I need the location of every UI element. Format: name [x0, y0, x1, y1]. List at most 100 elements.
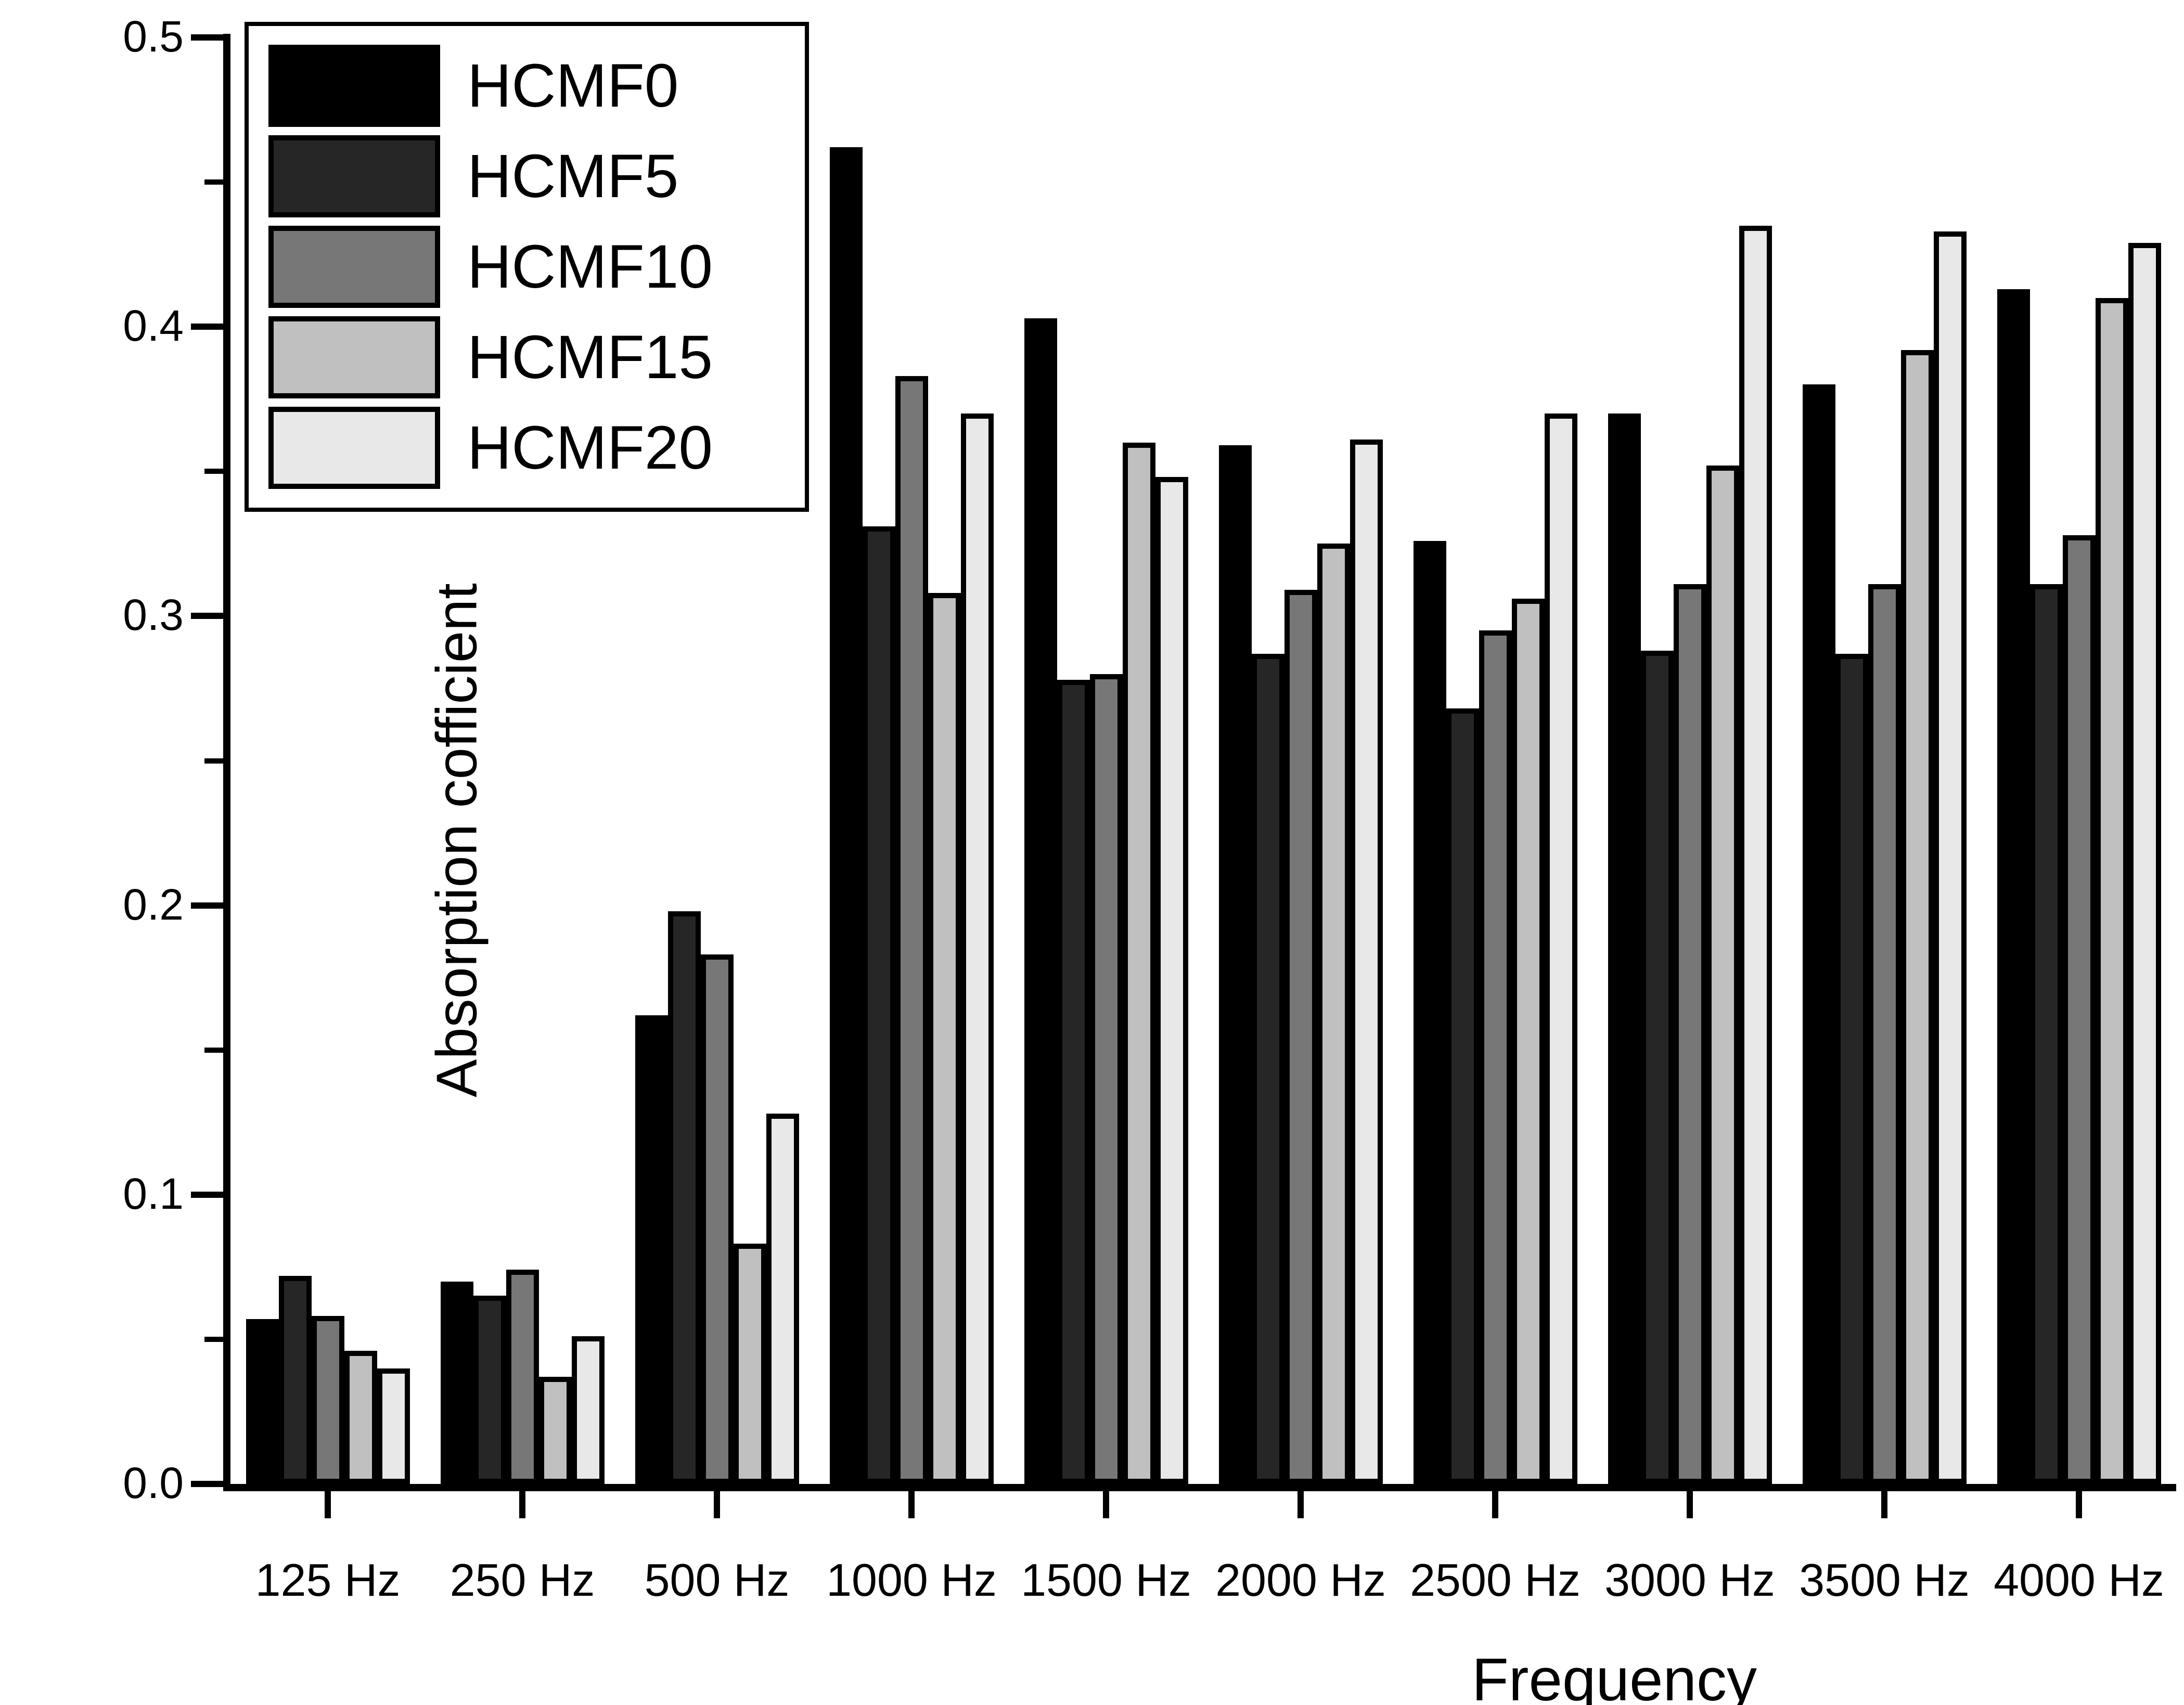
bar-HCMF0-1500Hz: [1024, 318, 1057, 1484]
bar-HCMF5-500Hz: [667, 911, 701, 1484]
bar-HCMF10-2500Hz: [1479, 630, 1512, 1484]
legend-row: HCMF0: [268, 41, 805, 131]
bar-HCMF20-500Hz: [766, 1114, 799, 1484]
y-major-tick: [191, 902, 223, 909]
legend-row: HCMF15: [268, 312, 805, 403]
legend-label-HCMF5: HCMF5: [467, 142, 679, 211]
bar-HCMF15-1000Hz: [928, 592, 961, 1484]
y-tick-label: 0.0: [123, 1458, 184, 1507]
x-axis-title: Frequency: [1471, 1646, 1757, 1705]
y-major-tick: [191, 613, 223, 619]
x-tick: [1881, 1491, 1887, 1518]
bar-HCMF5-2500Hz: [1446, 708, 1479, 1484]
legend-label-HCMF20: HCMF20: [467, 414, 713, 482]
x-tick-label: 4000 Hz: [1994, 1554, 2164, 1606]
bar-HCMF15-2000Hz: [1317, 544, 1350, 1484]
bar-HCMF10-125Hz: [311, 1316, 344, 1484]
bar-HCMF15-250Hz: [538, 1377, 572, 1484]
bar-HCMF20-3000Hz: [1739, 225, 1772, 1484]
bar-HCMF0-2000Hz: [1218, 445, 1252, 1484]
y-minor-tick: [204, 1336, 223, 1342]
x-tick: [714, 1491, 720, 1518]
x-tick-label: 3500 Hz: [1799, 1554, 1970, 1606]
bar-HCMF15-500Hz: [733, 1244, 766, 1484]
x-tick: [519, 1491, 525, 1518]
x-tick-label: 125 Hz: [255, 1554, 401, 1606]
bar-HCMF10-3500Hz: [1868, 584, 1901, 1484]
bar-HCMF20-1000Hz: [960, 414, 994, 1484]
bar-HCMF5-1000Hz: [862, 526, 895, 1484]
bar-HCMF5-2000Hz: [1251, 653, 1284, 1484]
y-tick-label: 0.5: [123, 12, 184, 61]
legend-swatch-HCMF5: [268, 135, 440, 217]
bar-HCMF10-500Hz: [700, 954, 734, 1484]
bar-HCMF0-3500Hz: [1802, 384, 1835, 1484]
y-tick-label: 0.3: [123, 590, 184, 640]
legend-label-HCMF10: HCMF10: [467, 232, 713, 301]
x-tick-label: 1500 Hz: [1021, 1554, 1191, 1606]
x-tick-label: 2500 Hz: [1410, 1554, 1581, 1606]
y-minor-tick: [204, 758, 223, 764]
legend-row: HCMF5: [268, 131, 805, 222]
x-tick: [908, 1491, 915, 1518]
y-axis-spine: [223, 34, 230, 1488]
x-tick-label: 2000 Hz: [1215, 1554, 1386, 1606]
bar-HCMF10-1000Hz: [895, 376, 928, 1484]
bar-HCMF10-1500Hz: [1089, 674, 1123, 1484]
x-tick-label: 250 Hz: [449, 1554, 595, 1606]
y-tick-label: 0.4: [123, 301, 184, 351]
bar-HCMF20-1500Hz: [1155, 477, 1188, 1484]
bar-HCMF20-250Hz: [571, 1336, 605, 1484]
x-tick: [325, 1491, 331, 1518]
bar-HCMF5-3500Hz: [1835, 653, 1868, 1484]
bar-HCMF15-3000Hz: [1706, 466, 1739, 1484]
x-tick: [1492, 1491, 1498, 1518]
bar-HCMF15-2500Hz: [1511, 599, 1545, 1484]
legend-swatch-HCMF20: [268, 407, 440, 489]
bar-HCMF10-250Hz: [506, 1270, 539, 1484]
bar-HCMF15-1500Hz: [1122, 442, 1155, 1484]
y-major-tick: [191, 34, 223, 41]
bar-HCMF0-250Hz: [440, 1281, 473, 1484]
x-tick-label: 3000 Hz: [1604, 1554, 1775, 1606]
legend: HCMF0 HCMF5 HCMF10 HCMF15 HCMF20: [245, 22, 809, 512]
x-tick: [1297, 1491, 1304, 1518]
bar-HCMF0-2500Hz: [1413, 540, 1446, 1484]
bar-HCMF10-4000Hz: [2062, 535, 2096, 1484]
bar-HCMF20-125Hz: [377, 1368, 410, 1484]
y-major-tick: [191, 324, 223, 330]
legend-label-HCMF15: HCMF15: [467, 323, 713, 392]
bar-HCMF0-125Hz: [246, 1319, 279, 1484]
x-tick-label: 500 Hz: [644, 1554, 790, 1606]
bar-HCMF0-1000Hz: [829, 147, 863, 1484]
x-tick: [1687, 1491, 1693, 1518]
y-major-tick: [191, 1481, 223, 1487]
bar-HCMF20-4000Hz: [2128, 242, 2161, 1484]
bar-HCMF15-125Hz: [344, 1351, 377, 1484]
y-major-tick: [191, 1191, 223, 1198]
bar-HCMF20-3500Hz: [1933, 231, 1967, 1484]
bar-HCMF10-3000Hz: [1673, 584, 1706, 1484]
bar-HCMF0-500Hz: [635, 1015, 668, 1484]
bar-HCMF5-3000Hz: [1640, 651, 1674, 1484]
x-tick: [2076, 1491, 2082, 1518]
x-tick-label: 1000 Hz: [826, 1554, 997, 1606]
bar-HCMF15-4000Hz: [2095, 298, 2128, 1484]
legend-row: HCMF20: [268, 403, 805, 493]
bar-HCMF0-3000Hz: [1608, 414, 1641, 1484]
legend-swatch-HCMF10: [268, 226, 440, 308]
x-axis-spine: [223, 1484, 2176, 1491]
bar-HCMF5-250Hz: [473, 1296, 506, 1484]
legend-label-HCMF0: HCMF0: [467, 51, 679, 120]
legend-row: HCMF10: [268, 222, 805, 312]
bar-HCMF20-2500Hz: [1544, 414, 1577, 1484]
y-tick-label: 0.1: [123, 1169, 184, 1218]
x-tick: [1103, 1491, 1109, 1518]
y-minor-tick: [204, 179, 223, 185]
bar-HCMF5-1500Hz: [1057, 679, 1090, 1484]
bar-HCMF0-4000Hz: [1997, 289, 2030, 1484]
bar-HCMF5-125Hz: [278, 1275, 312, 1484]
y-minor-tick: [204, 469, 223, 474]
bar-HCMF10-2000Hz: [1284, 590, 1317, 1484]
